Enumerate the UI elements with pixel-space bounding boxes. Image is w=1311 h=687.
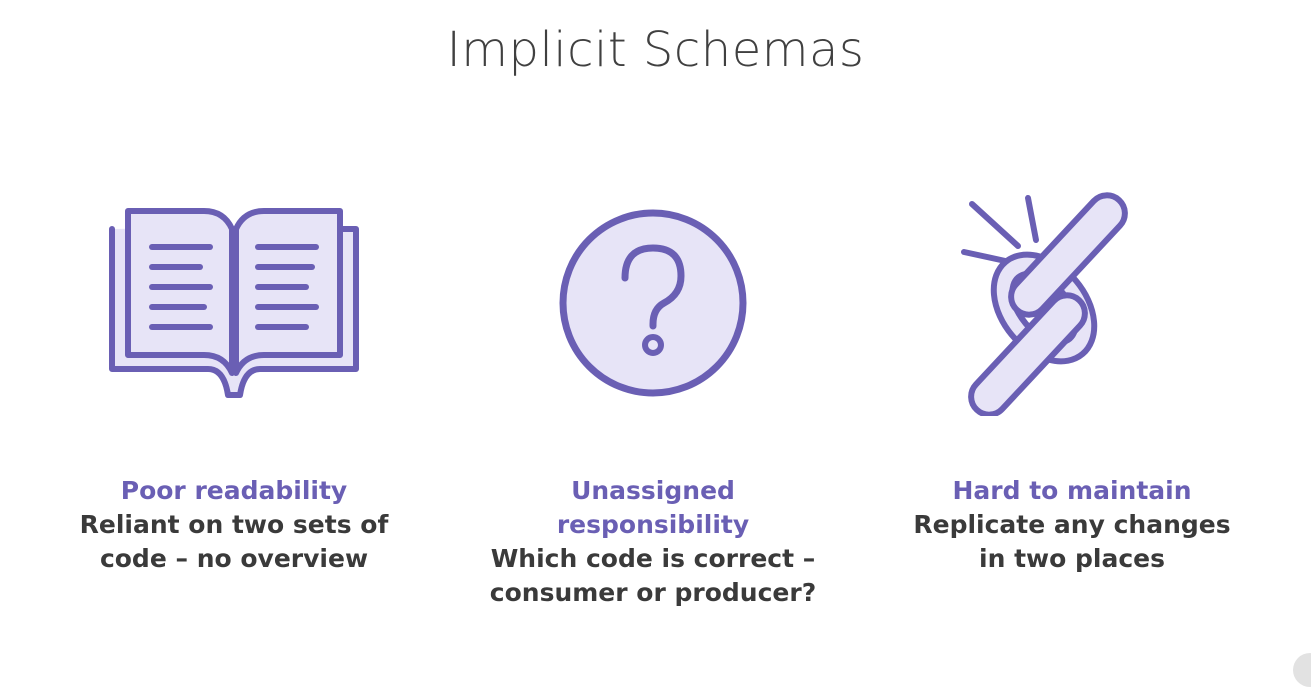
column-heading: Poor readability (120, 476, 348, 505)
column-hard-to-maintain: Hard to maintain Replicate any changes i… (872, 474, 1272, 576)
question-mark-icon (558, 208, 748, 398)
slide-title: Implicit Schemas (446, 22, 865, 78)
open-book-icon (106, 205, 362, 401)
broken-chain-icon (958, 190, 1188, 416)
column-description: Which code is correct – consumer or prod… (489, 544, 817, 607)
column-description: Reliant on two sets of code – no overvie… (79, 510, 389, 573)
column-unassigned-responsibility: Unassigned responsibility Which code is … (453, 474, 853, 610)
column-heading: Hard to maintain (952, 476, 1192, 505)
column-heading: Unassigned responsibility (556, 476, 750, 539)
page-corner-decoration (1293, 653, 1311, 687)
column-poor-readability: Poor readability Reliant on two sets of … (34, 474, 434, 576)
column-description: Replicate any changes in two places (913, 510, 1231, 573)
